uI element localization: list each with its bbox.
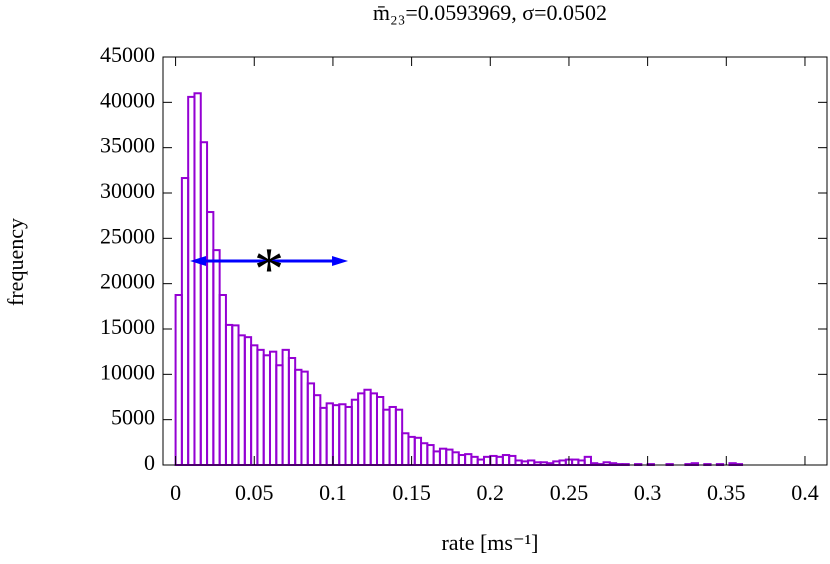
y-tick-label: 0 <box>144 450 155 475</box>
y-tick-label: 15000 <box>100 314 155 339</box>
arrow-head <box>190 256 207 266</box>
x-tick-label: 0.3 <box>634 480 662 505</box>
mean-marker: * <box>254 236 284 302</box>
x-tick-label: 0.2 <box>477 480 505 505</box>
y-tick-label: 30000 <box>100 178 155 203</box>
x-axis-label: rate [ms⁻¹] <box>441 530 538 555</box>
x-tick-label: 0.05 <box>235 480 274 505</box>
y-tick-label: 35000 <box>100 133 155 158</box>
y-tick-label: 20000 <box>100 269 155 294</box>
y-axis-label: frequency <box>3 218 28 306</box>
y-tick-label: 10000 <box>100 359 155 384</box>
x-tick-label: 0.25 <box>550 480 589 505</box>
x-tick-label: 0.35 <box>707 480 746 505</box>
chart-title: m̄₂₃=0.0593969, σ=0.0502 <box>373 0 607 25</box>
y-tick-label: 25000 <box>100 223 155 248</box>
x-tick-label: 0 <box>170 480 181 505</box>
y-tick-label: 40000 <box>100 87 155 112</box>
y-tick-label: 45000 <box>100 42 155 67</box>
x-tick-label: 0.4 <box>791 480 819 505</box>
plot-frame <box>162 56 828 466</box>
x-tick-label: 0.1 <box>319 480 347 505</box>
y-tick-label: 5000 <box>111 405 155 430</box>
arrow-head <box>332 256 349 266</box>
x-tick-label: 0.15 <box>392 480 431 505</box>
